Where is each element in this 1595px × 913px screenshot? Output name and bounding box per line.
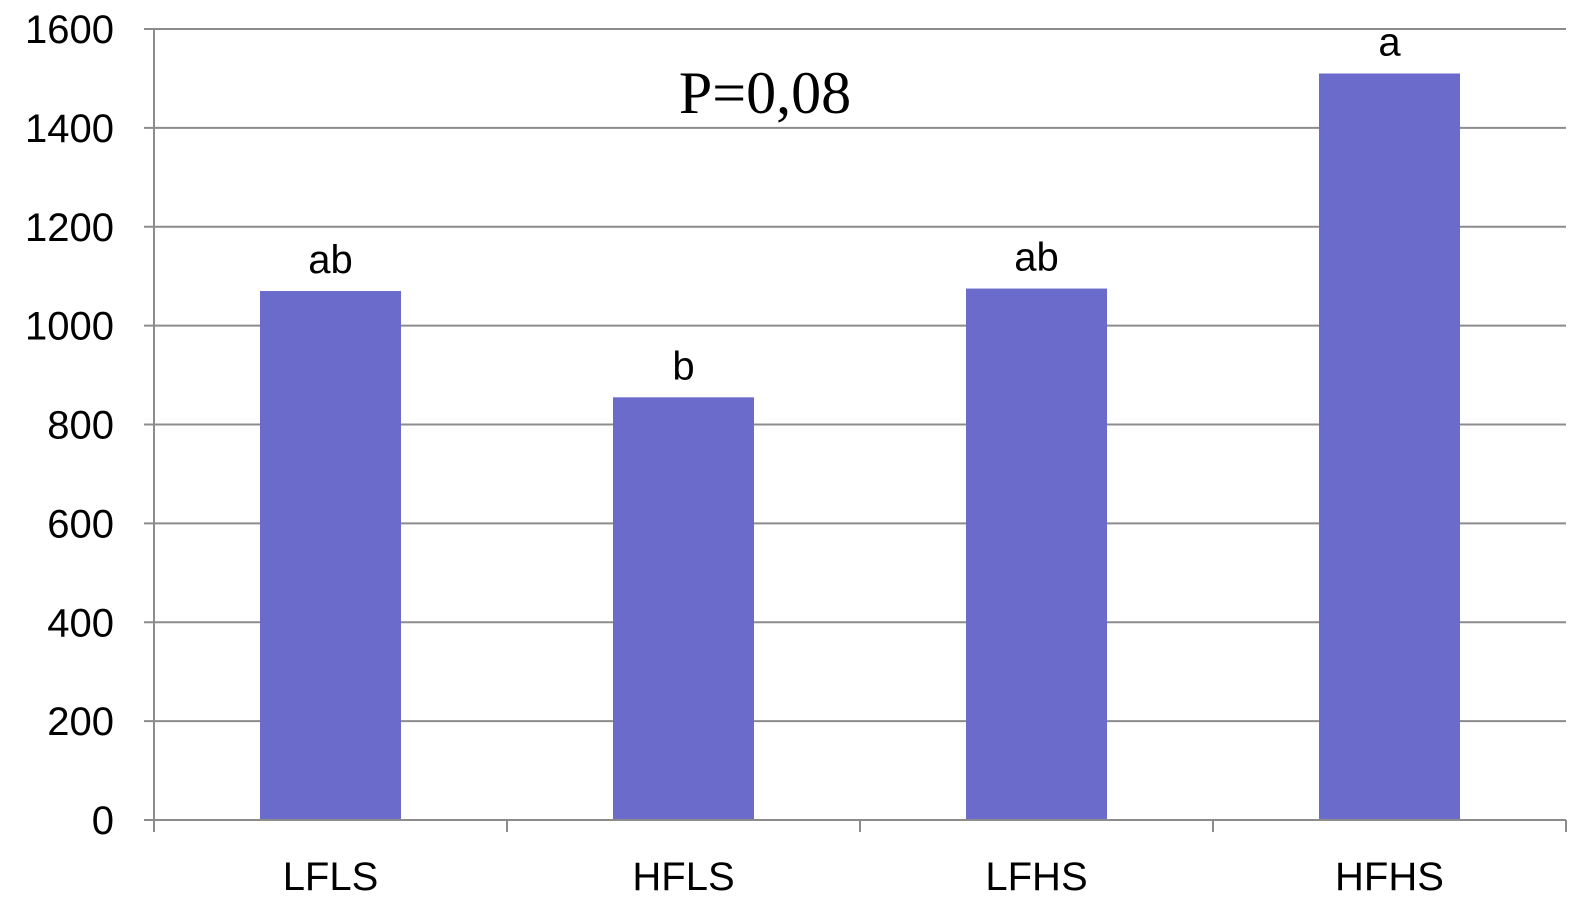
y-tick-label-600: 600 bbox=[47, 502, 114, 546]
y-tick-label-200: 200 bbox=[47, 700, 114, 744]
bar-LFLS bbox=[260, 291, 401, 820]
x-tick-label-HFLS: HFLS bbox=[632, 855, 734, 899]
x-tick-labels: LFLS HFLS LFHS HFHS bbox=[283, 855, 1444, 899]
bar-LFHS bbox=[966, 288, 1107, 820]
x-tick-label-LFLS: LFLS bbox=[283, 855, 379, 899]
axes bbox=[144, 28, 1567, 832]
x-tick-label-LFHS: LFHS bbox=[985, 855, 1087, 899]
y-tick-label-800: 800 bbox=[47, 404, 114, 448]
y-tick-label-1000: 1000 bbox=[25, 305, 114, 349]
y-tick-label-1400: 1400 bbox=[25, 107, 114, 151]
data-label-LFHS: ab bbox=[1014, 236, 1059, 280]
y-tick-label-0: 0 bbox=[92, 799, 114, 843]
data-label-HFHS: a bbox=[1378, 20, 1401, 64]
data-label-LFLS: ab bbox=[308, 238, 353, 282]
data-label-HFLS: b bbox=[672, 344, 694, 388]
y-tick-label-400: 400 bbox=[47, 601, 114, 645]
bar-HFLS bbox=[613, 397, 754, 820]
y-tick-label-1600: 1600 bbox=[25, 8, 114, 52]
p-value-annotation: P=0,08 bbox=[679, 60, 851, 126]
y-tick-label-1200: 1200 bbox=[25, 206, 114, 250]
bar-data-labels: ab b ab a bbox=[308, 20, 1401, 388]
bars bbox=[260, 73, 1460, 820]
y-tick-labels: 0 200 400 600 800 1000 1200 1400 1600 bbox=[25, 8, 114, 843]
bar-HFHS bbox=[1319, 73, 1460, 820]
x-tick-label-HFHS: HFHS bbox=[1335, 855, 1444, 899]
